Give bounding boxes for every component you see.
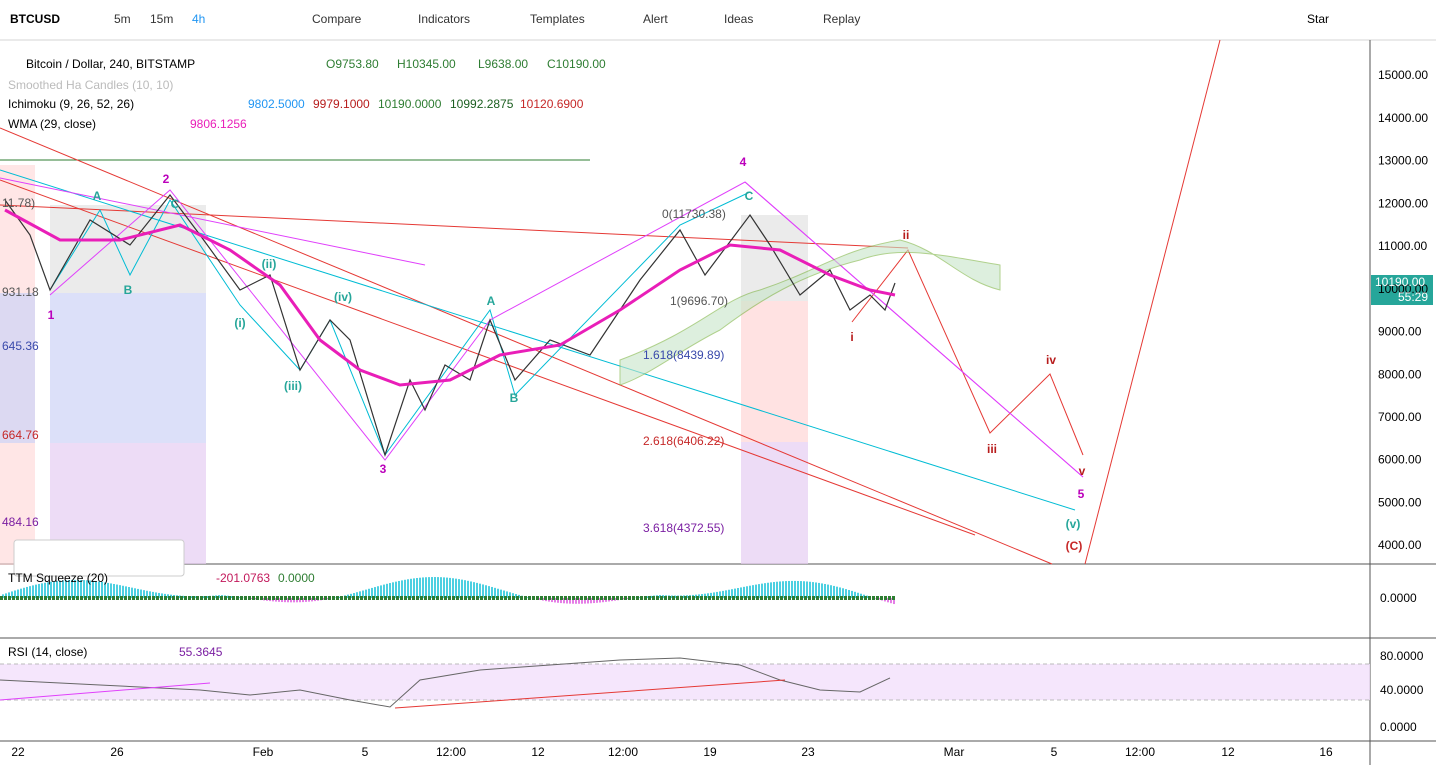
wave-label: (iv) [334,290,352,304]
wave-label: (i) [234,316,245,330]
time-tick: 12 [531,745,545,759]
wave-label: (C) [1066,539,1083,553]
time-tick: 19 [703,745,717,759]
toolbar-button[interactable]: Compare [312,12,362,26]
last-price: 10190.00 [1375,275,1425,289]
interval[interactable]: 4h [192,12,205,26]
time-tick: 12 [1221,745,1235,759]
price-tick: 12000.00 [1378,196,1428,210]
time-tick: Feb [253,745,274,759]
price-tick: 5000.00 [1378,495,1422,509]
toolbar-button[interactable]: Alert [643,12,668,26]
wave-label: A [93,189,102,203]
pane-tick: 0.0000 [1380,591,1417,605]
time-tick: 12:00 [608,745,638,759]
wave-label: v [1079,464,1086,478]
indicator-name: Ichimoku (9, 26, 52, 26) [8,97,134,111]
interval[interactable]: 15m [150,12,173,26]
wave-label: iii [987,442,997,456]
pane-name: RSI (14, close) [8,645,87,659]
ohlc: C10190.00 [547,57,606,71]
pane-value: 55.3645 [179,645,223,659]
time-tick: 12:00 [1125,745,1155,759]
toolbar-button[interactable]: Ideas [724,12,753,26]
ohlc: O9753.80 [326,57,379,71]
pane-value: 0.0000 [278,571,315,585]
price-tick: 4000.00 [1378,538,1422,552]
toolbar-button[interactable]: Replay [823,12,860,26]
symbol[interactable]: BTCUSD [10,12,60,26]
interval[interactable]: 5m [114,12,131,26]
wave-label: 1 [48,308,55,322]
fib-label: 931.18 [2,285,39,299]
wave-label: C [171,197,180,211]
indicator-value: 9802.5000 [248,97,305,111]
pane-value: -201.0763 [216,571,270,585]
fib-label: 484.16 [2,515,39,529]
wave-label: B [124,283,133,297]
fib-label: 3.618(4372.55) [643,521,724,535]
indicator-value: 10190.0000 [378,97,442,111]
pane-name: TTM Squeeze (20) [8,571,108,585]
price-tick: 9000.00 [1378,325,1422,339]
wave-label: (iii) [284,379,302,393]
fib-label: 1(9696.70) [670,294,728,308]
wave-label: (v) [1066,517,1081,531]
wave-label: i [850,330,853,344]
pane-tick: 80.0000 [1380,649,1424,663]
wave-label: 3 [380,462,387,476]
drawing-toolbar[interactable] [13,539,185,577]
time-tick: 12:00 [436,745,466,759]
price-tick: 8000.00 [1378,367,1422,381]
wave-label: ii [903,228,910,242]
ohlc: L9638.00 [478,57,528,71]
fib-label: 11.78) [2,196,35,210]
toolbar [0,0,1436,40]
price-tick: 15000.00 [1378,68,1428,82]
price-tick: 13000.00 [1378,154,1428,168]
price-tick: 6000.00 [1378,453,1422,467]
time-tick: 16 [1319,745,1333,759]
time-tick: Mar [944,745,965,759]
fib-label: 645.36 [2,339,39,353]
legend-title: Bitcoin / Dollar, 240, BITSTAMP [26,57,195,71]
wave-label: (ii) [262,257,277,271]
wave-label: iv [1046,353,1056,367]
wave-label: B [510,391,519,405]
indicator-name: WMA (29, close) [8,117,96,131]
time-tick: 5 [362,745,369,759]
wave-label: 2 [163,172,170,186]
price-tick: 10000.00 [1378,282,1428,296]
toolbar-button[interactable]: Indicators [418,12,470,26]
indicator-value: 9979.1000 [313,97,370,111]
star-button[interactable]: Star [1307,12,1329,26]
fib-label: 664.76 [2,428,39,442]
toolbar-button[interactable]: Templates [530,12,585,26]
indicator-value: 10992.2875 [450,97,514,111]
countdown: 55:29 [1398,290,1428,304]
price-badge [1371,275,1433,305]
pane-tick: 40.0000 [1380,683,1424,697]
indicator-name: Smoothed Ha Candles (10, 10) [8,78,173,92]
ohlc: H10345.00 [397,57,456,71]
time-tick: 26 [110,745,124,759]
time-tick: 5 [1051,745,1058,759]
fib-label: 0(11730.38) [662,207,726,221]
price-tick: 11000.00 [1378,239,1427,253]
fib-label: 2.618(6406.22) [643,434,724,448]
price-tick: 7000.00 [1378,410,1422,424]
fib-label: 1.618(8439.89) [643,348,724,362]
time-tick: 22 [11,745,25,759]
price-tick: 14000.00 [1378,111,1428,125]
wave-label: A [487,294,496,308]
wave-label: 4 [740,155,747,169]
indicator-value: 9806.1256 [190,117,247,131]
time-tick: 23 [801,745,815,759]
indicator-value: 10120.6900 [520,97,584,111]
wave-label: C [745,189,754,203]
pane-tick: 0.0000 [1380,720,1417,734]
wave-label: 5 [1078,487,1085,501]
